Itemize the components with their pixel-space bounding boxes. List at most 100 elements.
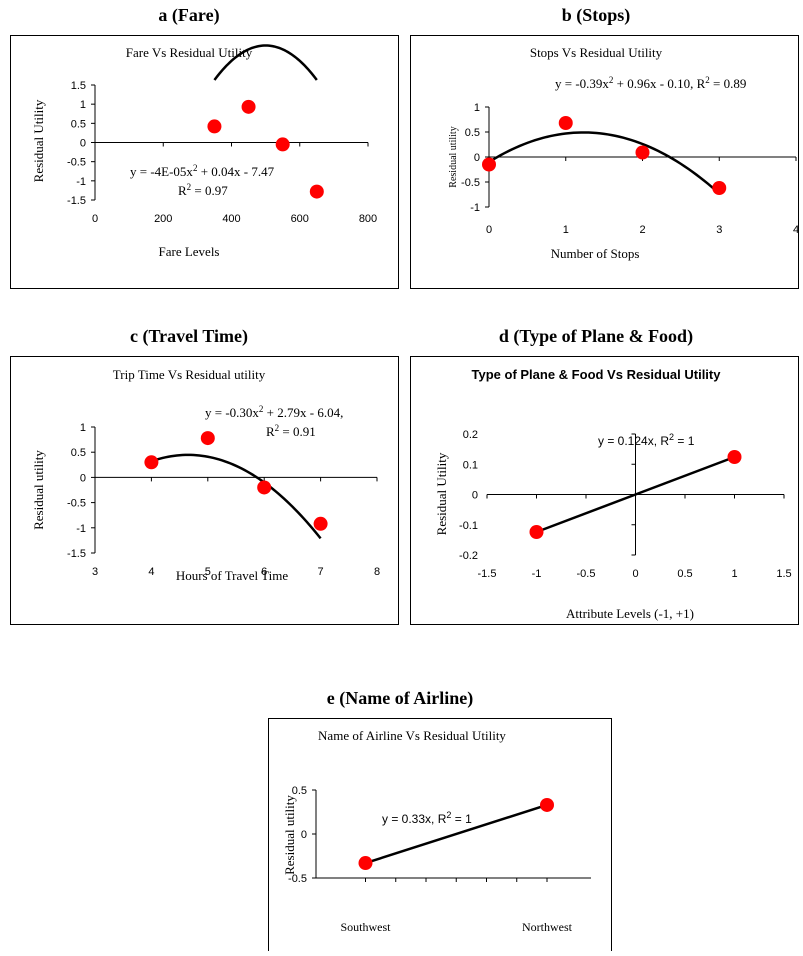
- y-tick-label: -1: [76, 523, 86, 535]
- x-tick-label: 1: [731, 568, 737, 580]
- panel-border: [410, 356, 799, 625]
- panel-label: b (Stops): [562, 5, 631, 26]
- x-tick-label: 7: [318, 566, 324, 578]
- data-point: [635, 145, 650, 160]
- x-tick-label: 6: [261, 566, 267, 578]
- data-point: [275, 137, 290, 152]
- chart-title: Name of Airline Vs Residual Utility: [318, 728, 506, 743]
- chart-panel: a (Fare) Fare Vs Residual Utility -1.5 -1 -0…: [10, 5, 399, 289]
- trendline: [536, 455, 735, 534]
- x-axis-label: Fare Levels: [158, 244, 219, 259]
- x-tick-label: 5: [205, 566, 211, 578]
- x-tick-label: 8: [374, 566, 380, 578]
- trendline-equation: y = -0.39x2 + 0.96x - 0.10, R2 = 0.89: [555, 75, 746, 91]
- y-tick-label: -0.5: [67, 498, 86, 510]
- panel-label: e (Name of Airline): [327, 688, 473, 709]
- data-point: [200, 431, 215, 446]
- chart-panel: e (Name of Airline) Name of Airline Vs Re…: [268, 688, 612, 952]
- y-tick-label: -1: [470, 202, 480, 214]
- panel-label: a (Fare): [158, 5, 219, 26]
- y-axis-label: Residual utility: [31, 450, 46, 530]
- y-tick-label: -0.5: [288, 873, 307, 885]
- trendline-equation: y = -0.30x2 + 2.79x - 6.04,: [205, 404, 343, 420]
- chart-panel: d (Type of Plane & Food) Type of Plane & …: [410, 326, 799, 625]
- data-point: [358, 856, 373, 871]
- x-tick-label: 3: [716, 224, 722, 236]
- y-axis-label: Residual Utility: [434, 452, 449, 535]
- data-point: [482, 157, 496, 172]
- x-tick-label: 0: [632, 568, 638, 580]
- x-tick-label: 4: [793, 224, 799, 236]
- x-tick-label: -1: [532, 568, 542, 580]
- y-tick-label: 0.1: [463, 459, 478, 471]
- data-point: [727, 449, 742, 464]
- y-tick-label: 0.2: [463, 429, 478, 441]
- y-tick-label: -0.1: [459, 520, 478, 532]
- y-tick-label: 0.5: [71, 447, 86, 459]
- category-label: Southwest: [340, 920, 391, 934]
- x-tick-label: 0: [486, 224, 492, 236]
- data-point: [712, 181, 727, 195]
- y-tick-label: -0.5: [461, 177, 480, 189]
- data-point: [257, 480, 272, 495]
- trendline: [213, 44, 318, 81]
- x-tick-label: 0.5: [677, 568, 692, 580]
- y-tick-label: 0.5: [292, 785, 307, 797]
- panel-label: c (Travel Time): [130, 326, 248, 347]
- y-axis-label: Residual utility: [448, 126, 459, 187]
- x-tick-label: 2: [639, 224, 645, 236]
- r-squared: R2 = 0.97: [178, 182, 228, 198]
- data-point: [241, 99, 256, 114]
- trendline-equation: y = 0.124x, R2 = 1: [598, 432, 695, 448]
- x-axis-label: Number of Stops: [551, 246, 640, 261]
- chart-title: Trip Time Vs Residual utility: [113, 367, 266, 382]
- y-axis-label: Residual Utility: [31, 99, 46, 182]
- x-tick-label: 3: [92, 566, 98, 578]
- y-tick-label: -1.5: [67, 195, 86, 207]
- x-tick-label: 600: [291, 213, 309, 225]
- y-tick-label: 1.5: [71, 80, 86, 92]
- y-tick-label: 0.5: [71, 118, 86, 130]
- data-point: [529, 525, 544, 540]
- x-tick-label: 4: [148, 566, 154, 578]
- data-point: [309, 184, 324, 199]
- data-point: [207, 119, 222, 134]
- y-tick-label: 1: [80, 99, 86, 111]
- trendline: [365, 803, 548, 865]
- data-point: [558, 116, 573, 130]
- x-tick-label: -0.5: [577, 568, 596, 580]
- panel-border: [268, 718, 612, 952]
- y-tick-label: 1: [474, 102, 480, 114]
- y-tick-label: 0: [80, 138, 86, 150]
- panel-border: [10, 35, 399, 289]
- x-tick-label: 1: [563, 224, 569, 236]
- chart-title: Type of Plane & Food Vs Residual Utility: [472, 367, 722, 382]
- y-axis-label: Residual utility: [282, 795, 297, 875]
- y-tick-label: 0.5: [465, 127, 480, 139]
- trendline: [151, 453, 322, 540]
- trendline-equation: y = -4E-05x2 + 0.04x - 7.47: [130, 163, 275, 179]
- r-squared: R2 = 0.91: [266, 423, 316, 439]
- chart-title: Stops Vs Residual Utility: [530, 45, 663, 60]
- y-tick-label: 0: [80, 472, 86, 484]
- panel-label: d (Type of Plane & Food): [499, 326, 693, 347]
- x-axis-label: Attribute Levels (-1, +1): [566, 606, 694, 621]
- x-tick-label: -1.5: [478, 568, 497, 580]
- y-tick-label: -1: [76, 176, 86, 188]
- y-tick-label: 0: [301, 829, 307, 841]
- x-tick-label: 1.5: [776, 568, 791, 580]
- chart-panel: c (Travel Time) Trip Time Vs Residual uti…: [10, 326, 399, 625]
- y-tick-label: 0: [474, 152, 480, 164]
- y-tick-label: -0.2: [459, 550, 478, 562]
- chart-title: Fare Vs Residual Utility: [126, 45, 253, 60]
- x-tick-label: 400: [222, 213, 240, 225]
- y-tick-label: -1.5: [67, 548, 86, 560]
- data-point: [144, 455, 159, 470]
- x-tick-label: 0: [92, 213, 98, 225]
- category-label: Northwest: [522, 920, 573, 934]
- data-point: [540, 797, 554, 812]
- panel-border: [10, 356, 399, 625]
- y-tick-label: 0: [472, 490, 478, 502]
